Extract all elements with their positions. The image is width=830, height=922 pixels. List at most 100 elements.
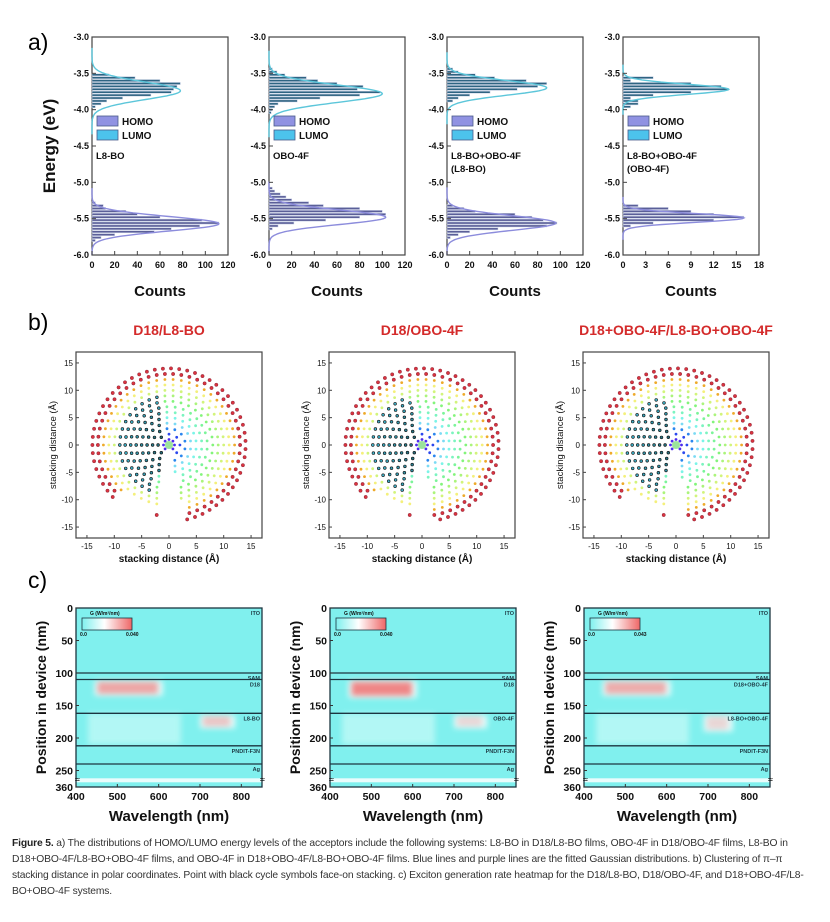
stacking-point — [707, 407, 711, 411]
stacking-point — [165, 410, 169, 414]
stacking-point — [686, 395, 690, 399]
plot-frame — [91, 36, 229, 256]
x-tick-label: 0 — [620, 260, 625, 270]
stacking-point — [453, 479, 457, 483]
stacking-point — [662, 390, 666, 394]
gaussian-fit-lumo — [91, 47, 182, 135]
stacking-point — [686, 491, 690, 495]
stacking-point — [678, 394, 682, 398]
panel-label-b: b) — [28, 309, 48, 335]
x-tick-label: 700 — [191, 791, 209, 803]
stacking-point — [672, 427, 676, 431]
face-on-point — [377, 466, 381, 471]
stacking-point — [216, 419, 220, 423]
gaussian-fit-homo — [622, 196, 746, 240]
stacking-point — [744, 451, 749, 456]
stacking-point — [115, 459, 119, 463]
x-tick-label: 15 — [500, 542, 509, 551]
stacking-point — [212, 412, 216, 416]
face-on-point — [657, 421, 661, 426]
histogram-bar-lumo — [622, 93, 654, 97]
histogram-bar-homo — [268, 218, 326, 222]
x-tick-label: 700 — [699, 791, 717, 803]
stacking-point — [426, 470, 430, 474]
stacking-point — [155, 390, 159, 394]
y-tick-label: -3.5 — [604, 68, 620, 78]
histogram-bar-homo — [91, 233, 115, 236]
legend-swatch-homo — [627, 115, 650, 127]
stacking-point — [147, 381, 151, 384]
stacking-point — [101, 481, 105, 486]
stacking-point — [415, 372, 420, 376]
stacking-point — [430, 367, 435, 371]
y-tick-label: -4.5 — [604, 141, 620, 151]
stacking-point — [717, 451, 721, 455]
stacking-point — [701, 424, 704, 428]
stacking-point — [597, 451, 602, 455]
stacking-point — [457, 420, 461, 424]
stacking-point — [742, 478, 746, 483]
stacking-point — [625, 467, 629, 471]
stacking-point — [181, 408, 185, 411]
stacking-point — [682, 435, 686, 439]
y-tick-label: -15 — [61, 523, 73, 532]
x-tick-label: -15 — [81, 542, 93, 551]
histogram-bar-homo — [268, 210, 383, 213]
stacking-point — [459, 473, 463, 477]
stacking-point — [712, 439, 716, 443]
stacking-point — [694, 374, 699, 379]
stacking-point — [434, 473, 438, 477]
stacking-point — [707, 374, 712, 378]
stacking-point — [626, 398, 630, 402]
sample-label: L8-BO — [96, 151, 125, 162]
stacking-point — [215, 398, 219, 402]
face-on-point — [633, 427, 637, 431]
stacking-point — [350, 411, 355, 416]
face-on-point — [143, 420, 147, 425]
face-on-point — [664, 456, 669, 461]
stacking-point — [228, 467, 232, 471]
face-on-point — [141, 435, 145, 439]
stacking-point — [693, 455, 696, 458]
stacking-point — [446, 515, 450, 519]
stacking-point — [189, 411, 192, 415]
stacking-point — [195, 491, 198, 494]
stacking-point — [199, 414, 203, 417]
stacking-point — [686, 513, 691, 517]
stacking-point — [678, 389, 682, 392]
stacking-point — [101, 404, 105, 408]
stacking-point — [226, 482, 231, 486]
stacking-point — [173, 411, 177, 415]
stacking-point — [479, 491, 483, 496]
stacking-point — [722, 488, 726, 492]
histogram-bar-homo — [446, 233, 459, 236]
stacking-point — [194, 408, 197, 412]
stacking-point — [183, 439, 187, 443]
stacking-point — [175, 451, 179, 455]
stacking-point — [439, 455, 442, 458]
histogram-bar-lumo — [91, 76, 136, 79]
stacking-point — [603, 443, 607, 447]
stacking-point — [721, 405, 725, 409]
layer-label: Ag — [253, 767, 260, 773]
stacking-point — [221, 451, 225, 455]
face-on-point — [159, 435, 164, 439]
stacking-point — [369, 474, 372, 478]
histogram-bar-lumo — [91, 99, 107, 103]
stacking-point — [432, 390, 436, 394]
stacking-point — [623, 474, 626, 478]
stacking-point — [630, 380, 634, 385]
x-tick-label: 0 — [674, 542, 679, 551]
stacking-point — [694, 494, 698, 498]
stacking-point — [715, 399, 719, 403]
stacking-point — [687, 426, 691, 429]
stacking-point — [187, 506, 191, 509]
stacking-point — [433, 426, 437, 429]
stacking-point — [214, 503, 219, 508]
y-tick-label: 0 — [576, 441, 581, 450]
histogram-bar-lumo — [622, 79, 631, 82]
stacking-point — [436, 447, 440, 451]
stacking-point — [194, 402, 198, 406]
face-on-point — [389, 420, 394, 424]
face-on-point — [651, 427, 656, 432]
